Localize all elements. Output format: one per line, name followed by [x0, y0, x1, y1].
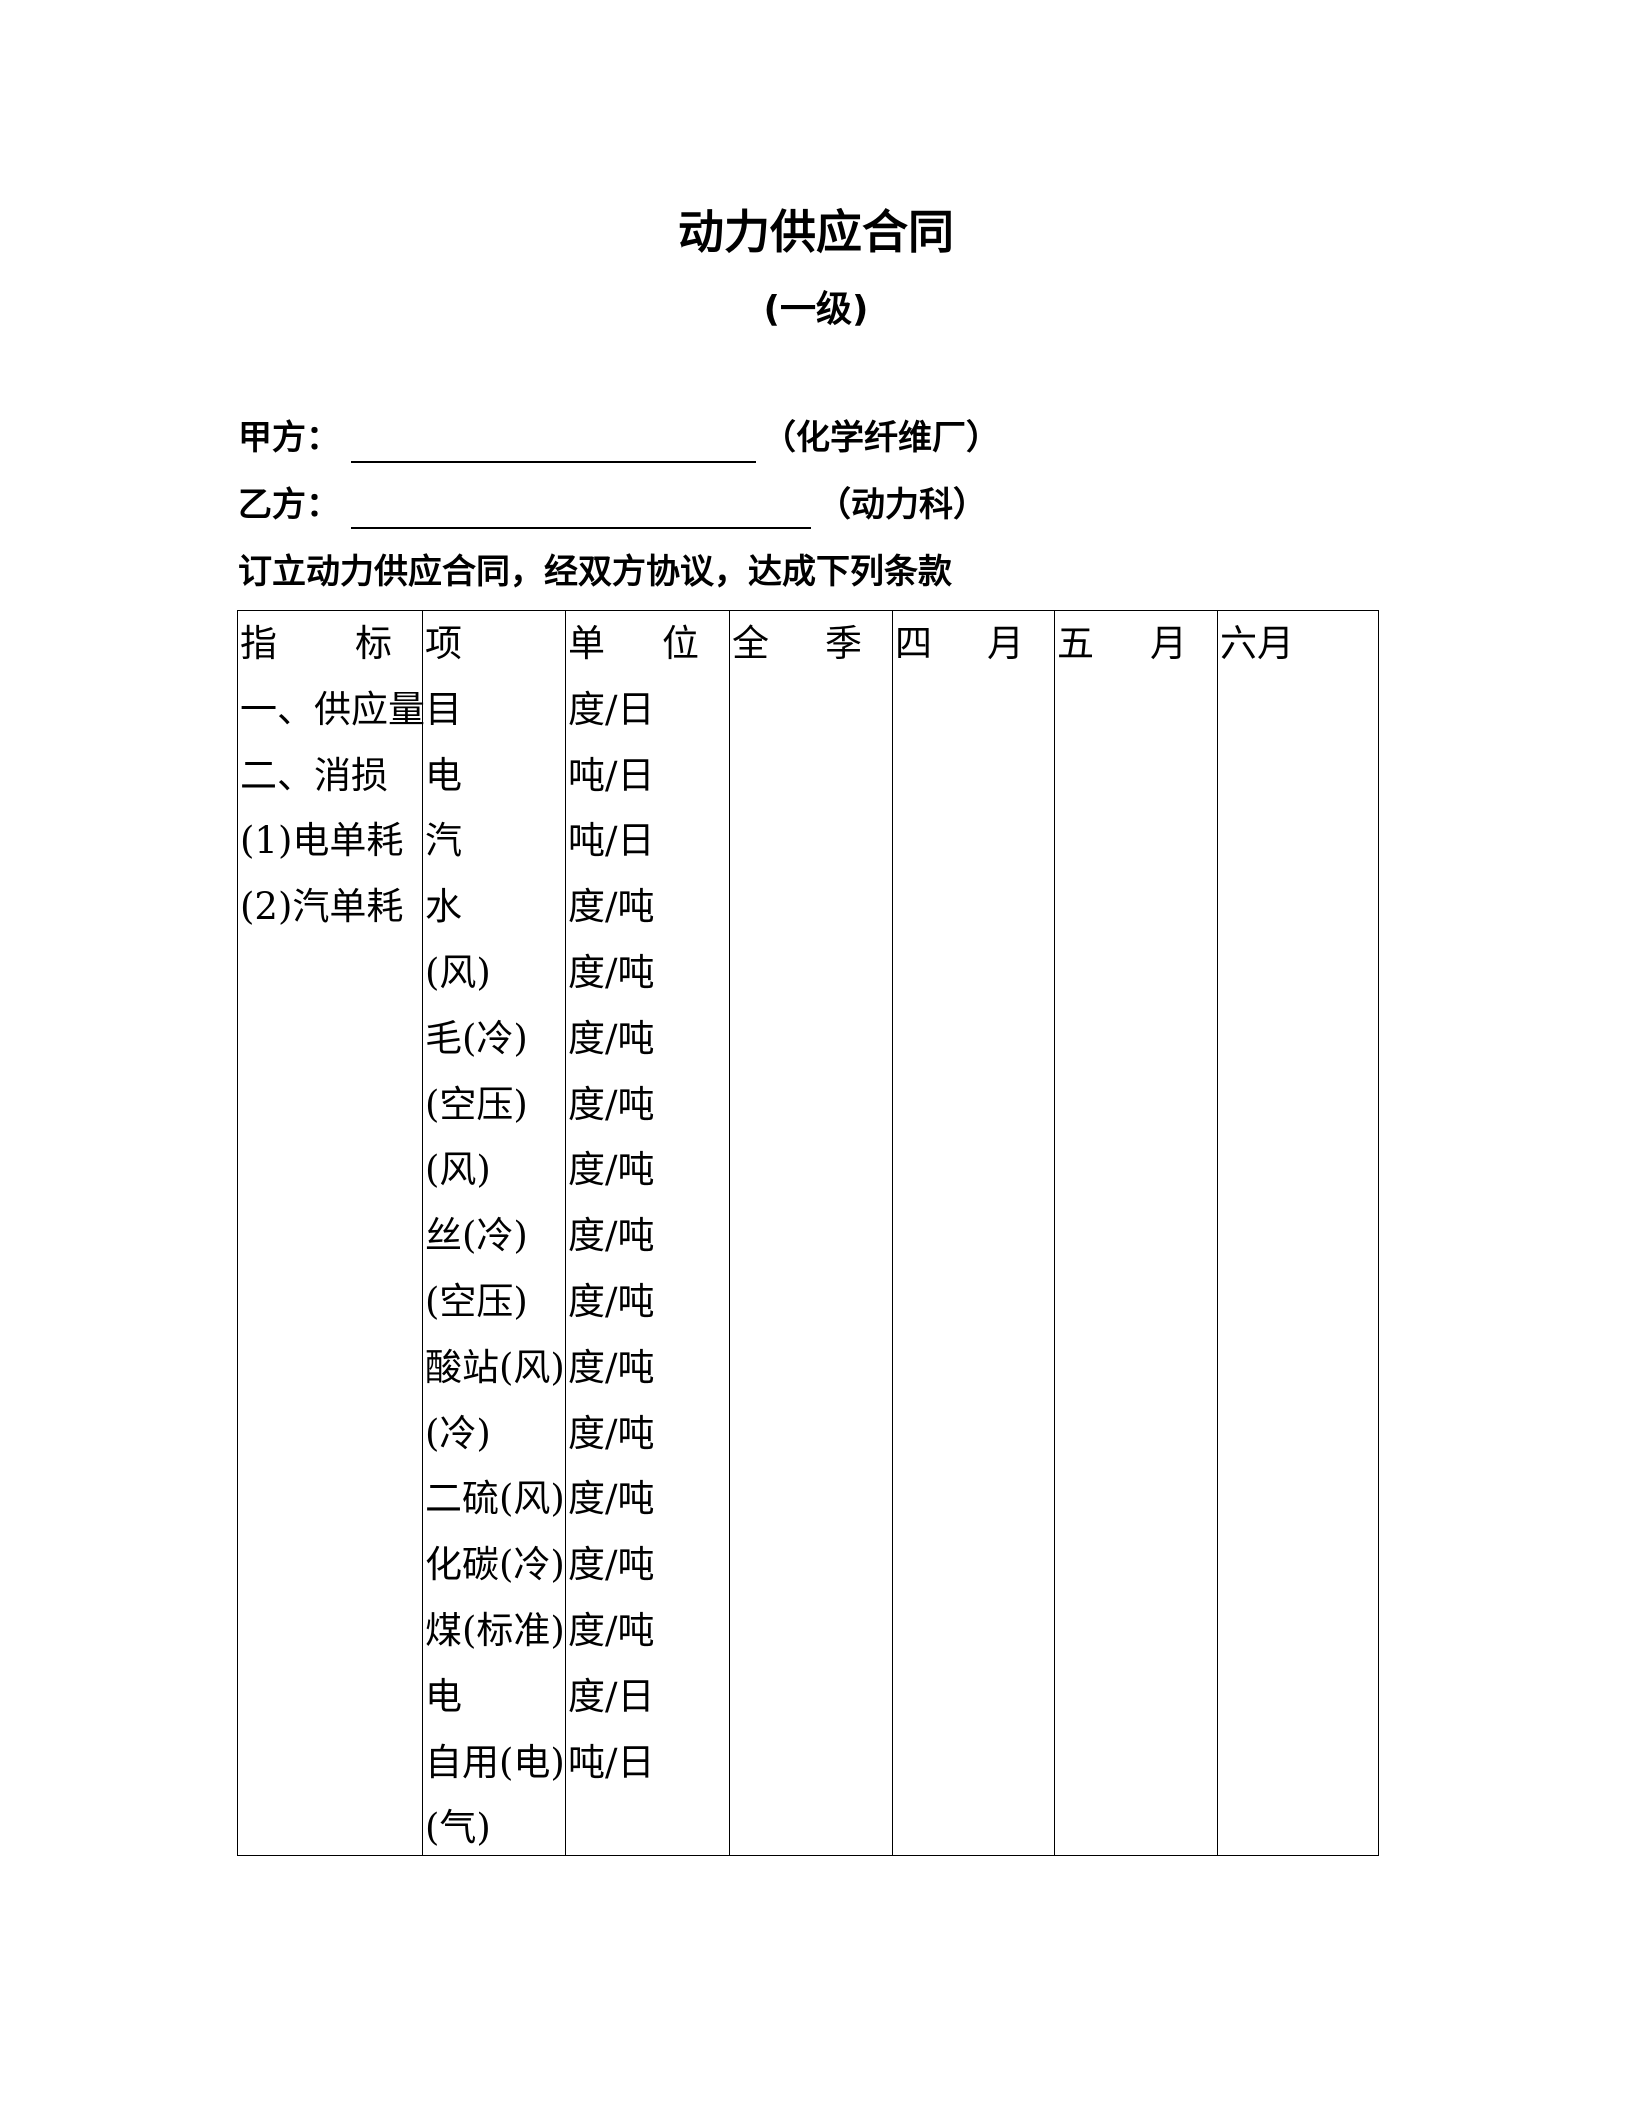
item-cell: 煤(标准)	[425, 1608, 565, 1652]
item-cell: 目	[425, 687, 462, 731]
header-text: 单	[568, 622, 605, 665]
party-b-suffix: （动力科）	[817, 485, 987, 525]
header-april: 四月	[893, 611, 1054, 677]
supply-table: 指标 一、供应量 二、消损 (1)电单耗 (2)汽单耗 项 目电汽水 (风) 毛(冷) (空…	[237, 610, 1379, 1856]
item-cell: (冷)	[425, 1411, 491, 1455]
party-b-label: 乙方：	[238, 485, 340, 525]
item-cell: 电	[425, 1674, 462, 1718]
item-cell: 自用(电)	[425, 1740, 565, 1784]
item-cell: 汽	[425, 819, 462, 863]
column-indicator: 指标 一、供应量 二、消损 (1)电单耗 (2)汽单耗	[238, 611, 425, 1855]
header-text: 月	[987, 622, 1024, 665]
indicator-cell: 二、消损	[240, 753, 388, 797]
item-cell: (风)	[425, 1148, 491, 1192]
unit-cell: 度/吨	[568, 950, 655, 994]
header-text: 五	[1057, 622, 1094, 665]
column-april: 四月	[892, 611, 1054, 1855]
header-june: 六月	[1220, 622, 1294, 665]
item-cell: 丝(冷)	[425, 1214, 528, 1258]
unit-cell: 度/吨	[568, 1082, 655, 1126]
unit-cell: 度/吨	[568, 1608, 655, 1652]
indicator-cell: (2)汽单耗	[240, 885, 404, 929]
unit-cell: 度/吨	[568, 1345, 655, 1389]
unit-cell: 吨/日	[568, 1740, 655, 1784]
item-cell: (空压)	[425, 1279, 528, 1323]
column-june: 六月	[1217, 611, 1380, 1855]
unit-cell: 度/日	[568, 687, 655, 731]
item-cell: (空压)	[425, 1082, 528, 1126]
unit-cell: 度/吨	[568, 1411, 655, 1455]
indicator-cell: 一、供应量	[240, 687, 425, 731]
item-cell: 化碳(冷)	[425, 1543, 565, 1587]
header-text: 位	[662, 622, 699, 665]
document-subtitle: (一级)	[763, 289, 869, 330]
item-cell: 毛(冷)	[425, 1016, 528, 1060]
column-item: 项 目电汽水 (风) 毛(冷) (空压) (风) 丝(冷) (空压) 酸站(风) (冷) 二硫(风…	[422, 611, 565, 1855]
header-may: 五月	[1055, 611, 1217, 677]
unit-cell: 吨/日	[568, 753, 655, 797]
item-cell: (风)	[425, 950, 491, 994]
header-text: 季	[825, 622, 862, 665]
unit-cell: 度/吨	[568, 885, 655, 929]
item-cell: 酸站(风)	[425, 1345, 565, 1389]
header-text: 全	[732, 622, 769, 665]
unit-cell: 度/吨	[568, 1148, 655, 1192]
header-text: 标	[355, 622, 392, 665]
party-a-suffix: （化学纤维厂）	[762, 418, 1000, 458]
header-text: 指	[240, 622, 277, 665]
header-indicator: 指标	[238, 611, 422, 677]
header-unit: 单位	[566, 611, 729, 677]
column-season: 全季	[729, 611, 892, 1855]
intro-text: 订立动力供应合同，经双方协议，达成下列条款	[238, 552, 952, 592]
column-unit: 单位 度/日 吨/日 吨/日 度/吨 度/吨 度/吨 度/吨 度/吨 度/吨 度/吨 度/吨 度/吨度…	[565, 611, 729, 1855]
unit-cell: 度/吨	[568, 1477, 655, 1521]
party-a-blank[interactable]	[351, 461, 756, 463]
document-title: 动力供应合同	[678, 205, 954, 259]
item-cell: 二硫(风)	[425, 1477, 565, 1521]
unit-cell: 度/吨	[568, 1016, 655, 1060]
item-cell: (气)	[425, 1806, 491, 1850]
header-text: 四	[895, 622, 932, 665]
unit-cell: 度/吨	[568, 1214, 655, 1258]
unit-cell: 吨/日	[568, 819, 655, 863]
indicator-cell: (1)电单耗	[240, 819, 404, 863]
party-b-blank[interactable]	[351, 527, 811, 529]
item-cell: 水	[425, 885, 462, 929]
header-item: 项	[425, 622, 462, 665]
header-season: 全季	[730, 611, 892, 677]
column-may: 五月	[1054, 611, 1217, 1855]
header-text: 月	[1150, 622, 1187, 665]
item-cell: 电	[425, 753, 462, 797]
unit-cell: 度/日	[568, 1674, 655, 1718]
party-a-label: 甲方：	[238, 418, 340, 458]
unit-cell: 度/吨	[568, 1279, 655, 1323]
unit-cell: 度/吨	[568, 1543, 655, 1587]
